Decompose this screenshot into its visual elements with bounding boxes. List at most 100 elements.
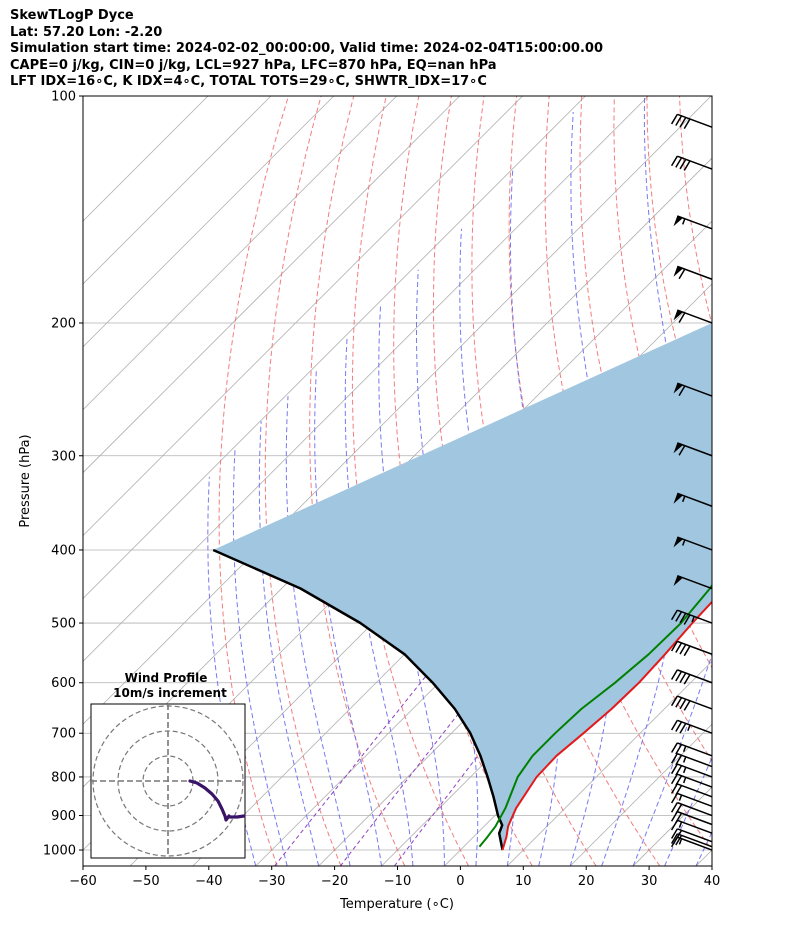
cin-area xyxy=(213,322,712,850)
barb-feather xyxy=(679,723,687,734)
barb-pennant xyxy=(673,310,683,321)
chart-indices-1: CAPE=0 j/kg, CIN=0 j/kg, LCL=927 hPa, LF… xyxy=(10,57,497,73)
barb-staff xyxy=(677,215,713,230)
barb-feather xyxy=(679,117,687,128)
barb-feather xyxy=(683,160,691,171)
barb-pennant xyxy=(673,383,683,394)
barb-staff xyxy=(677,828,713,843)
barb-staff xyxy=(677,836,713,851)
barb-feather xyxy=(678,312,686,323)
barb-staff xyxy=(677,640,713,655)
wind-barb xyxy=(670,752,713,768)
wind-barb xyxy=(673,265,713,280)
barb-feather xyxy=(675,671,683,682)
dry-adiabat xyxy=(745,96,794,866)
barb-feather xyxy=(683,645,691,657)
y-tick-label: 700 xyxy=(51,727,76,742)
barb-pennant xyxy=(673,575,683,586)
barb-half-feather xyxy=(682,539,686,546)
chart-location: Lat: 57.20 Lon: -2.20 xyxy=(10,24,163,40)
barb-feather xyxy=(675,803,683,815)
dry-adiabat xyxy=(309,96,406,866)
barb-feather xyxy=(670,802,678,813)
dry-adiabat xyxy=(351,96,469,866)
wind-barb xyxy=(670,801,713,817)
dry-adiabat xyxy=(218,96,289,866)
barb-half-feather xyxy=(682,218,686,225)
mixing-ratio-line xyxy=(393,549,637,866)
dry-adiabat xyxy=(264,96,342,866)
isotherm-line xyxy=(83,96,649,662)
y-tick-label: 100 xyxy=(51,90,76,105)
moist-adiabat xyxy=(601,96,683,866)
isotherm-line xyxy=(83,96,398,411)
wind-barb xyxy=(670,763,713,778)
moist-adiabat xyxy=(632,653,712,866)
wind-barb xyxy=(670,833,713,848)
barb-staff xyxy=(677,113,713,128)
barb-staff xyxy=(677,574,713,590)
barb-staff xyxy=(677,763,713,778)
chart-title-block: SkewTLogP Dyce Lat: 57.20 Lon: -2.20 Sim… xyxy=(10,8,603,91)
moist-adiabat xyxy=(344,338,414,866)
y-tick-label: 400 xyxy=(51,543,76,558)
barb-staff xyxy=(677,536,713,551)
barb-feather xyxy=(675,157,683,168)
barb-staff xyxy=(677,783,713,798)
barb-staff xyxy=(677,810,713,826)
barb-feather xyxy=(683,674,691,685)
barb-feather xyxy=(679,644,687,655)
x-axis-label: Temperature (∘C) xyxy=(339,897,454,912)
x-tick-label: −30 xyxy=(258,874,285,889)
barb-feather xyxy=(675,721,683,732)
barb-feather xyxy=(675,775,683,786)
barb-feather xyxy=(679,672,687,683)
barb-feather xyxy=(670,833,678,844)
barb-staff xyxy=(677,833,713,848)
barb-feather xyxy=(675,642,683,653)
barb-feather xyxy=(683,118,691,130)
barb-feather xyxy=(683,700,691,711)
wind-barb xyxy=(670,773,713,788)
x-tick-label: −10 xyxy=(384,874,411,889)
x-tick-label: 10 xyxy=(515,874,532,889)
wind-barb xyxy=(673,215,713,230)
x-tick-label: −20 xyxy=(321,874,348,889)
temperature-line xyxy=(501,600,712,851)
y-tick-label: 800 xyxy=(51,770,76,785)
barb-feather xyxy=(670,113,678,125)
barb-feather xyxy=(675,785,683,796)
barb-feather xyxy=(670,695,678,707)
x-tick-label: 0 xyxy=(456,874,464,889)
y-tick-label: 600 xyxy=(51,676,76,691)
barb-half-feather xyxy=(678,838,683,845)
barb-feather xyxy=(670,828,678,839)
y-axis-label: Pressure (hPa) xyxy=(18,434,33,527)
barb-staff xyxy=(677,382,713,397)
wind-barb xyxy=(673,536,713,551)
chart-indices-2: LFT IDX=16∘C, K IDX=4∘C, TOTAL TOTS=29∘C… xyxy=(10,74,487,89)
barb-feather xyxy=(675,812,683,824)
isotherm-line xyxy=(83,96,523,537)
barb-feather xyxy=(670,155,678,167)
wind-barb xyxy=(670,783,713,798)
parcel-profile-line xyxy=(212,548,504,851)
wind-barb xyxy=(670,828,713,843)
barb-feather xyxy=(675,115,683,126)
isotherm-line xyxy=(507,660,712,866)
dry-adiabat xyxy=(777,96,794,866)
barb-feather xyxy=(678,268,686,280)
barb-feather xyxy=(675,765,683,776)
barb-feather xyxy=(675,835,683,846)
barb-pennant xyxy=(673,493,683,504)
barb-feather xyxy=(675,744,683,755)
barb-feather xyxy=(678,445,686,456)
y-tick-label: 300 xyxy=(51,449,76,464)
isotherm-line xyxy=(83,96,586,599)
wind-barb xyxy=(673,309,713,324)
barb-pennant xyxy=(673,442,683,454)
x-tick-label: −60 xyxy=(69,874,96,889)
barb-staff xyxy=(677,752,713,768)
barb-pennant xyxy=(673,215,683,227)
